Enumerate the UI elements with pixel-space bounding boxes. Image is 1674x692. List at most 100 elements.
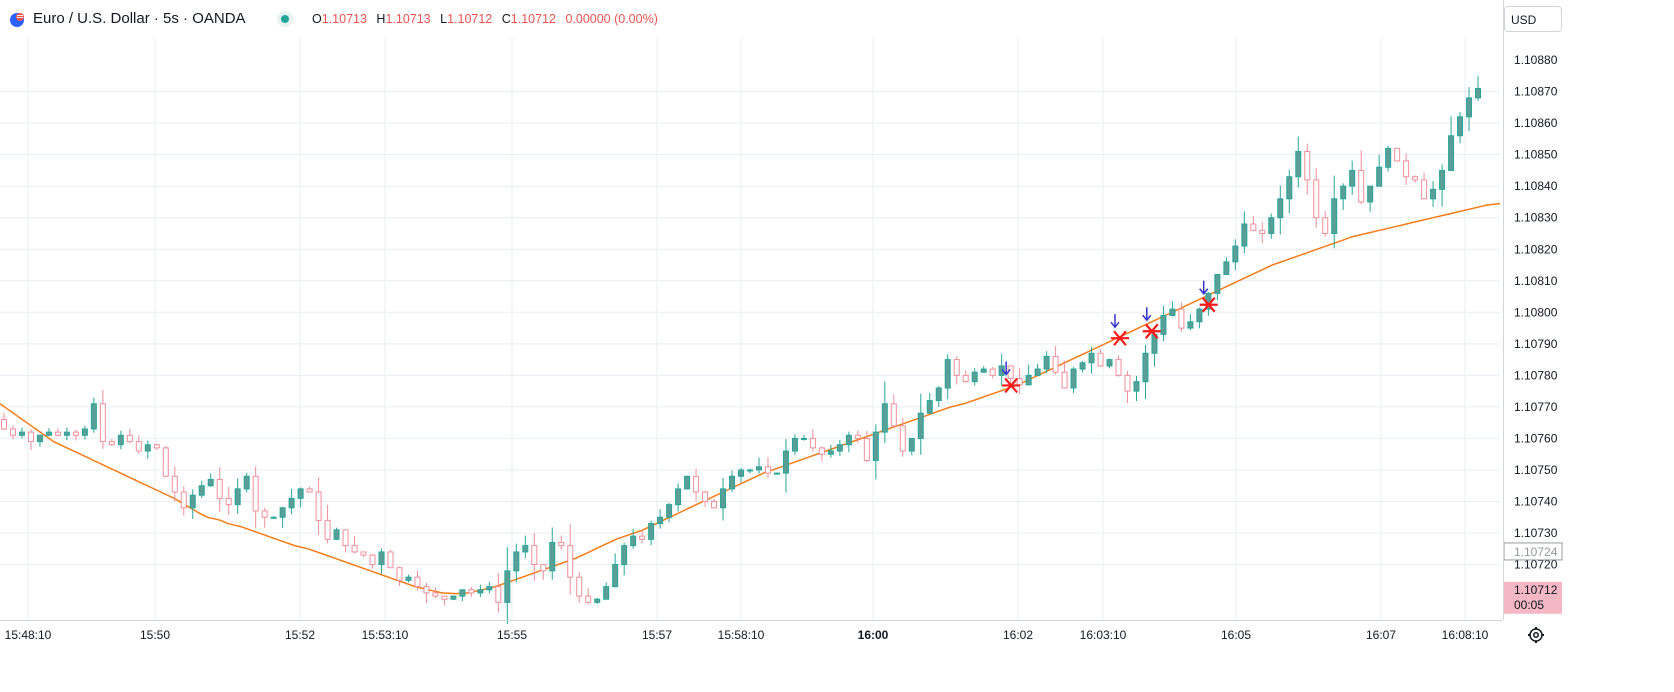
candle-down (1403, 160, 1410, 178)
candle-up (738, 469, 745, 477)
candle-up (1349, 169, 1356, 187)
candle-up (81, 428, 88, 436)
open-value: 1.10713 (321, 12, 367, 26)
candle-up (1142, 352, 1149, 383)
moving-average-line (0, 202, 1501, 595)
candle-up (549, 541, 556, 572)
candle-down (369, 554, 376, 566)
candle-up (998, 365, 1005, 376)
settings-gear-icon[interactable] (1527, 626, 1545, 644)
time-tick-label: 15:55 (497, 628, 527, 642)
time-tick-label: 15:57 (642, 628, 672, 642)
candle-up (845, 434, 852, 446)
price-tick-label: 1.10720 (1514, 558, 1558, 572)
price-tick-label: 1.10750 (1514, 463, 1558, 477)
time-tick-label: 15:53:10 (362, 628, 409, 642)
signal-star-icon (1002, 377, 1021, 394)
candle-down (809, 437, 816, 449)
candle-down (989, 368, 996, 376)
ohlc-values: O1.10713 H1.10713 L1.10712 C1.10712 0.00… (312, 12, 664, 26)
price-tick-label: 1.10790 (1514, 337, 1558, 351)
candle-down (315, 491, 322, 521)
candle-down (1115, 359, 1122, 376)
price-tick-label: 1.10730 (1514, 526, 1558, 540)
time-axis[interactable] (0, 620, 1503, 649)
candle-up (1034, 368, 1041, 376)
signal-arrow-icon (1110, 314, 1120, 329)
price-tick-label-partial: 1.10880 (1514, 53, 1558, 67)
candle-up (773, 472, 780, 475)
time-tick-label: 15:52 (285, 628, 315, 642)
candle-up (926, 400, 933, 414)
candle-down (639, 535, 646, 540)
candle-up (666, 504, 673, 518)
candle-up (270, 516, 277, 519)
candle-down (387, 551, 394, 569)
candle-up (189, 494, 196, 509)
candle-up (980, 368, 987, 373)
candle-down (135, 441, 142, 452)
price-tick-label: 1.10800 (1514, 305, 1558, 319)
currency-button[interactable]: USD (1504, 6, 1562, 32)
candle-down (360, 551, 367, 556)
price-tick-label: 1.10830 (1514, 211, 1558, 225)
market-status-icon[interactable] (277, 11, 293, 27)
candle-up (1070, 368, 1077, 389)
candle-down (261, 510, 268, 518)
candle-up (1430, 188, 1437, 200)
candle-down (953, 359, 960, 376)
candle-up (881, 403, 888, 433)
candle-up (1268, 217, 1275, 234)
euro-dollar-flag-icon (10, 13, 24, 27)
candle-up (504, 570, 511, 603)
candle-down (162, 447, 169, 477)
candle-up (836, 444, 843, 452)
close-key: C (501, 12, 511, 26)
candle-down (1394, 147, 1401, 162)
candle-up (729, 475, 736, 490)
candle-up (1241, 223, 1248, 247)
price-axis-labels: 1.10870 1.10860 1.10850 1.10840 1.10830 1.108… (1514, 53, 1558, 571)
candle-down (1421, 179, 1428, 200)
candle-down (396, 567, 403, 581)
candle-down (342, 529, 349, 547)
price-tick-label: 1.10820 (1514, 242, 1558, 256)
candle-up (333, 529, 340, 540)
candle-up (279, 507, 286, 518)
candle-down (702, 491, 709, 502)
candle-up (1448, 135, 1455, 171)
candlestick-chart[interactable]: 1.10870 1.10860 1.10850 1.10840 1.10830 1.108… (0, 0, 1568, 648)
candle-up (234, 488, 241, 506)
candle-up (747, 469, 753, 472)
candle-up (405, 576, 412, 581)
candle-down (863, 437, 870, 462)
candle-down (899, 425, 906, 452)
candle-down (764, 466, 771, 474)
candle-up (513, 551, 520, 572)
candle-down (468, 589, 475, 594)
countdown-label: 00:05 (1514, 598, 1544, 612)
candle-up (1133, 381, 1140, 392)
time-tick-label: 16:07 (1366, 628, 1396, 642)
candle-up (1088, 352, 1095, 364)
candle-down (531, 545, 538, 566)
price-tick-label: 1.10770 (1514, 400, 1558, 414)
candle-up (45, 431, 52, 436)
candle-down (324, 519, 331, 540)
price-tick-label: 1.10870 (1514, 85, 1558, 99)
candle-up (450, 595, 457, 600)
candle-down (1, 419, 7, 430)
candle-down (99, 403, 106, 443)
signal-marker (1001, 361, 1021, 394)
symbol-title[interactable]: Euro / U.S. Dollar · 5s · OANDA (33, 10, 246, 27)
chart-grid (0, 38, 1500, 620)
time-tick-label: 16:08:10 (1442, 628, 1489, 642)
price-axis[interactable] (1503, 0, 1569, 620)
candle-up (935, 387, 942, 402)
candle-down (351, 545, 358, 553)
candle-up (198, 485, 205, 496)
candle-up (117, 434, 124, 446)
candle-up (648, 523, 655, 540)
candle-down (423, 586, 430, 594)
price-tick-label: 1.10810 (1514, 274, 1558, 288)
